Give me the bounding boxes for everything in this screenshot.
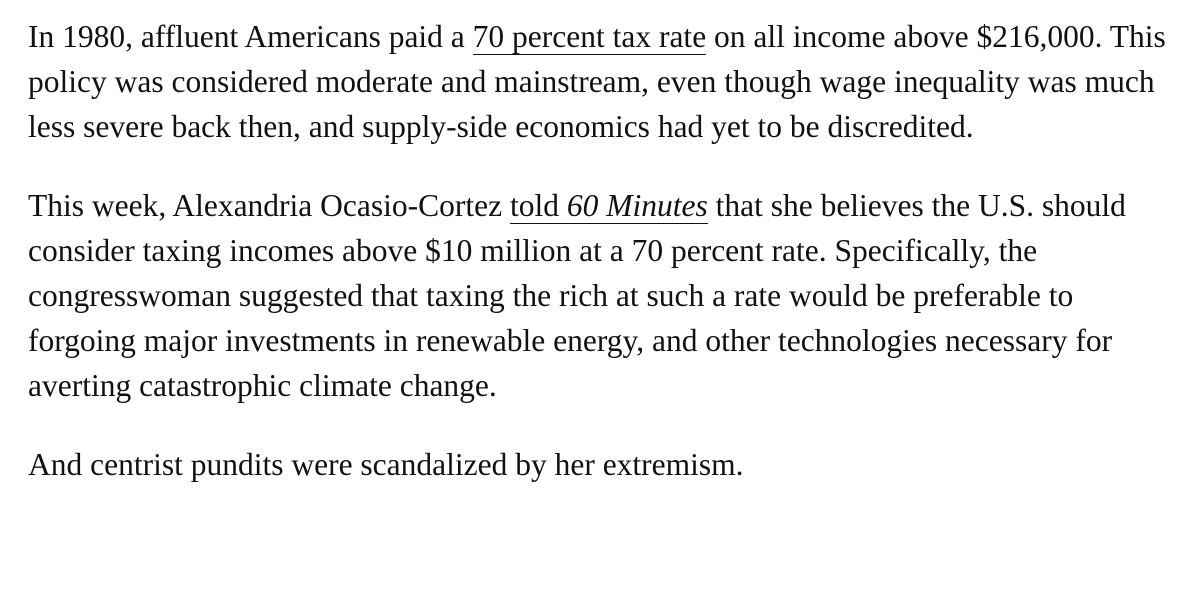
paragraph-1: In 1980, affluent Americans paid a 70 pe… <box>28 14 1172 149</box>
paragraph-1-text-end: on all income above $216,000. This polic… <box>28 19 1166 144</box>
tax-rate-link[interactable]: 70 percent tax rate <box>472 19 707 55</box>
paragraph-2-text-end: that she believes the U.S. should consid… <box>28 188 1126 403</box>
paragraph-2: This week, Alexandria Ocasio-Cortez told… <box>28 183 1172 408</box>
paragraph-3: And centrist pundits were scandalized by… <box>28 447 744 482</box>
sixty-minutes-link[interactable]: told 60 Minutes <box>509 188 708 224</box>
sixty-minutes-link-italic: 60 Minutes <box>566 188 708 223</box>
paragraph-1-text-start: In 1980, affluent Americans paid a <box>28 19 473 54</box>
sixty-minutes-link-plain: told <box>509 188 567 223</box>
paragraph-2-text-start: This week, Alexandria Ocasio-Cortez <box>28 188 510 223</box>
